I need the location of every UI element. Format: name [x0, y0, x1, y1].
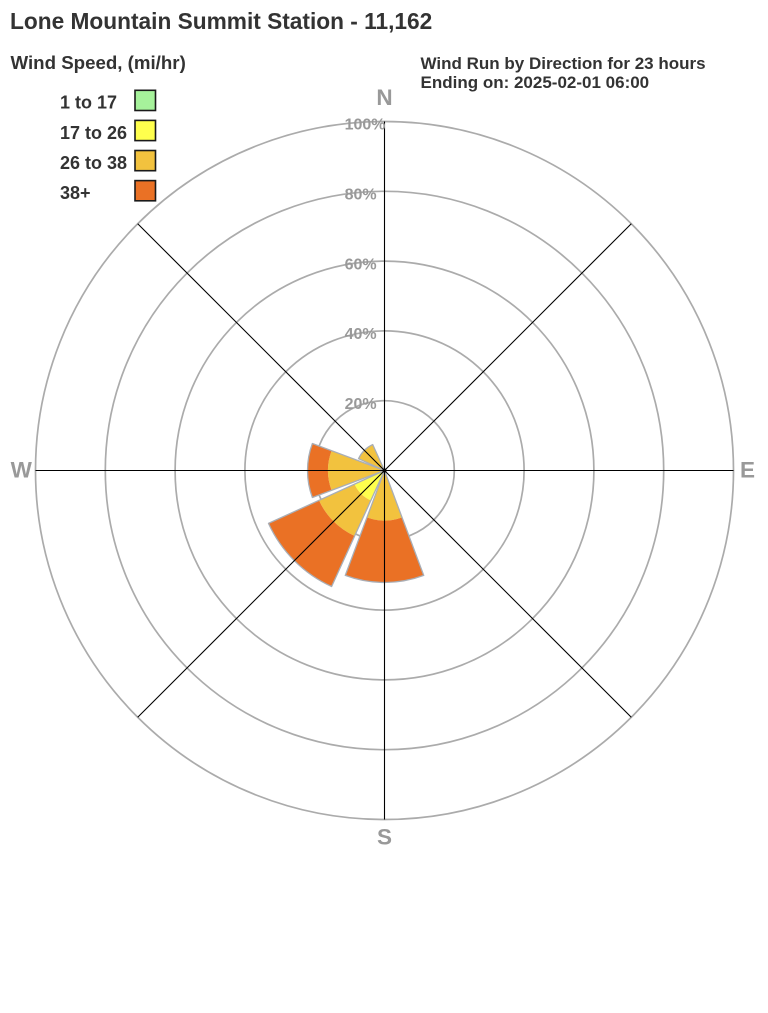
- svg-text:38+: 38+: [60, 183, 91, 203]
- svg-text:N: N: [376, 85, 392, 110]
- svg-text:1 to 17: 1 to 17: [60, 93, 117, 113]
- svg-text:80%: 80%: [345, 187, 377, 204]
- svg-text:17 to 26: 17 to 26: [60, 123, 127, 143]
- svg-text:20%: 20%: [345, 396, 377, 413]
- svg-text:Wind Speed, (mi/hr): Wind Speed, (mi/hr): [11, 52, 186, 73]
- svg-text:40%: 40%: [345, 326, 377, 343]
- svg-text:100%: 100%: [345, 117, 386, 134]
- svg-text:S: S: [377, 824, 392, 849]
- svg-text:Wind Run by Direction for 23 h: Wind Run by Direction for 23 hours: [421, 54, 706, 73]
- svg-text:Ending on: 2025-02-01 06:00: Ending on: 2025-02-01 06:00: [421, 73, 650, 92]
- svg-text:60%: 60%: [345, 256, 377, 273]
- svg-text:W: W: [11, 458, 33, 483]
- svg-text:26 to 38: 26 to 38: [60, 153, 127, 173]
- svg-text:Lone Mountain Summit Station -: Lone Mountain Summit Station - 11,162: [10, 8, 432, 34]
- svg-text:E: E: [740, 458, 755, 483]
